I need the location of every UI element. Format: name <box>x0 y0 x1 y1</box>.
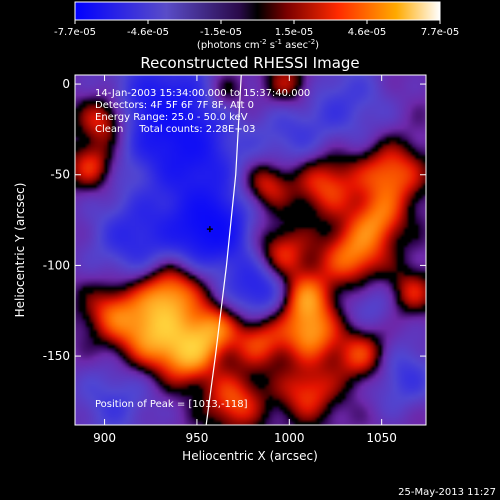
annotation-counts: Clean Total counts: 2.28E+03 <box>95 124 255 135</box>
annotation-block: 14-Jan-2003 15:34:00.000 to 15:37:40.000… <box>95 88 310 410</box>
annotation-detectors: Detectors: 4F 5F 6F 7F 8F, Att 0 <box>95 100 254 111</box>
solar-limb-curve <box>205 75 242 425</box>
x-tick-label: 1000 <box>274 431 305 445</box>
y-tick-label: 0 <box>62 77 70 91</box>
colorbar-tick-label: -7.7e-05 <box>54 27 96 38</box>
peak-position-label: Position of Peak = [1013,-118] <box>95 399 248 410</box>
peak-marker <box>206 226 213 233</box>
colorbar-tick-label: -1.5e-05 <box>200 27 242 38</box>
chart-title: Reconstructed RHESSI Image <box>140 54 359 72</box>
x-axis-label: Heliocentric X (arcsec) <box>182 449 318 463</box>
colorbar: -7.7e-05 -4.6e-05 -1.5e-05 1.5e-05 4.6e-05 7.… <box>54 1 459 51</box>
plot-frame <box>74 74 427 426</box>
y-tick-label: -150 <box>43 349 70 363</box>
colorbar-gradient <box>74 1 441 21</box>
colorbar-tick-label: -4.6e-05 <box>127 27 169 38</box>
y-axis-label: Heliocentric Y (arcsec) <box>13 183 27 318</box>
x-tick-label: 950 <box>185 431 208 445</box>
y-tick-label: -50 <box>50 168 70 182</box>
colorbar-tick-label: 7.7e-05 <box>421 27 459 38</box>
colorbar-units: (photons cm-2 s-1 asec-2) <box>197 38 319 51</box>
colorbar-ticks: -7.7e-05 -4.6e-05 -1.5e-05 1.5e-05 4.6e-05 7.… <box>54 20 459 38</box>
x-tick-label: 900 <box>93 431 116 445</box>
footer-date: 25-May-2013 11:27 <box>398 487 496 498</box>
heatmap-image <box>75 75 426 425</box>
annotation-time: 14-Jan-2003 15:34:00.000 to 15:37:40.000 <box>95 88 310 99</box>
x-tick-label: 1050 <box>366 431 397 445</box>
y-tick-label: -100 <box>43 258 70 272</box>
axes: 900 950 1000 1050 0 -50 -100 -150 <box>43 75 426 445</box>
colorbar-tick-label: 4.6e-05 <box>348 27 386 38</box>
colorbar-tick-label: 1.5e-05 <box>275 27 313 38</box>
annotation-energy: Energy Range: 25.0 - 50.0 keV <box>95 112 248 123</box>
